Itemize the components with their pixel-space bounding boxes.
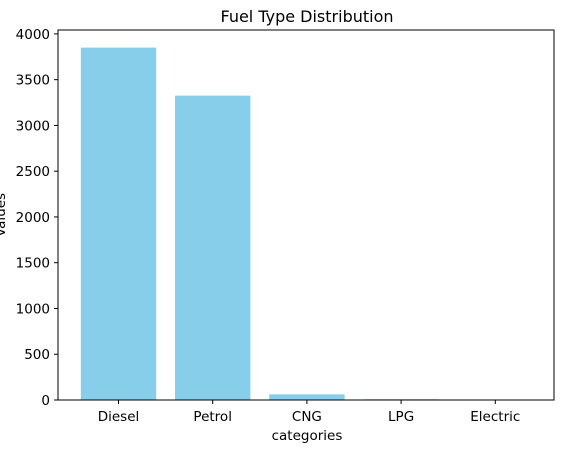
- plot-area-frame: [57, 29, 555, 401]
- x-tick-label: Diesel: [98, 409, 140, 425]
- y-tick-label: 4000: [16, 27, 50, 43]
- bar-cng: [269, 394, 345, 400]
- y-tick-label: 1500: [16, 256, 50, 272]
- y-tick-label: 0: [41, 393, 50, 409]
- y-tick-label: 2000: [16, 210, 50, 226]
- y-tick-label: 2500: [16, 164, 50, 180]
- y-tick-label: 3500: [16, 73, 50, 89]
- y-axis-ticks: 0 500 1000 1500 2000 2500 3000 3500 4000: [16, 27, 58, 409]
- y-tick-label: 3000: [16, 118, 50, 134]
- x-tick-label: Electric: [470, 409, 520, 425]
- bar-diesel: [80, 47, 157, 401]
- x-axis-ticks: Diesel Petrol CNG LPG Electric: [98, 400, 520, 425]
- chart-title: Fuel Type Distribution: [220, 7, 393, 26]
- x-axis-label: categories: [272, 428, 343, 444]
- x-tick-label: Petrol: [193, 409, 232, 425]
- bars-group: [80, 47, 533, 401]
- y-axis-label: Values: [0, 193, 9, 237]
- bar-petrol: [175, 95, 251, 401]
- x-tick-label: LPG: [388, 409, 414, 425]
- y-tick-label: 500: [24, 347, 50, 363]
- y-tick-label: 1000: [16, 301, 50, 317]
- x-tick-label: CNG: [292, 409, 322, 425]
